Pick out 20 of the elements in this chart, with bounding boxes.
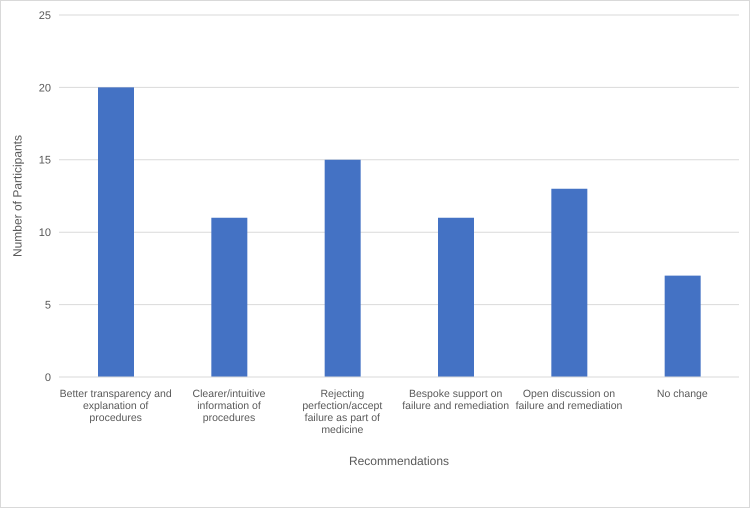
bar bbox=[664, 276, 701, 377]
x-tick-label: Bespoke support on failure and remediation bbox=[402, 388, 510, 412]
y-tick-label: 15 bbox=[38, 154, 51, 167]
y-tick-label: 0 bbox=[44, 372, 51, 384]
x-tick-label: Better transparency and explanation of procedures bbox=[60, 388, 172, 424]
bar bbox=[98, 87, 134, 377]
x-tick-label: Rejecting perfection/accept failure as part of medicine bbox=[302, 388, 382, 436]
x-tick-label: Open discussion on failure and remediation bbox=[516, 388, 623, 412]
y-tick-label: 5 bbox=[44, 300, 51, 312]
y-tick-label: 25 bbox=[38, 10, 51, 22]
x-axis-title: Recommendations bbox=[348, 454, 450, 468]
y-tick-label: 10 bbox=[38, 227, 51, 240]
bar bbox=[324, 160, 361, 377]
x-tick-label: Clearer/intuitive information of procedures bbox=[192, 388, 266, 424]
bar bbox=[211, 218, 248, 377]
y-tick-label: 20 bbox=[38, 82, 51, 94]
y-axis-title: Number of Participants bbox=[10, 134, 24, 258]
x-tick-label: No change bbox=[656, 388, 708, 400]
bar bbox=[551, 188, 588, 377]
bar bbox=[438, 218, 474, 377]
